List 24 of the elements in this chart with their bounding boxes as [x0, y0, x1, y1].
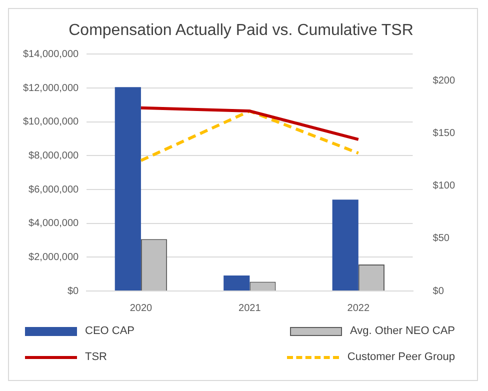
y-tick-label: $0: [67, 286, 80, 297]
y-tick-label: $10,000,000: [22, 116, 80, 128]
x-tick-label: 2021: [238, 302, 262, 314]
x-tick-label: 2022: [347, 302, 370, 314]
y2-tick-label: $50: [432, 233, 450, 244]
legend-label: Avg. Other NEO CAP: [350, 325, 455, 337]
y-tick-label: $14,000,000: [22, 48, 80, 60]
legend-label: TSR: [85, 351, 107, 363]
chart-title: Compensation Actually Paid vs. Cumulative TSR: [68, 22, 414, 40]
bar: [224, 275, 250, 290]
y-tick-label: $2,000,000: [28, 252, 80, 263]
legend-label: Customer Peer Group: [347, 351, 455, 363]
legend-label: CEO CAP: [85, 325, 135, 337]
y2-tick-label: $200: [432, 75, 456, 86]
y2-tick-label: $100: [432, 180, 456, 192]
y-tick-label: $4,000,000: [28, 218, 80, 230]
y2-tick-label: $150: [432, 128, 456, 139]
y-tick-label: $12,000,000: [22, 82, 80, 94]
y-tick-label: $6,000,000: [28, 184, 80, 196]
bar: [114, 87, 141, 290]
x-tick-label: 2020: [130, 302, 153, 314]
y2-tick-label: $0: [432, 286, 444, 297]
y-tick-label: $8,000,000: [28, 150, 80, 162]
bar: [332, 200, 358, 290]
